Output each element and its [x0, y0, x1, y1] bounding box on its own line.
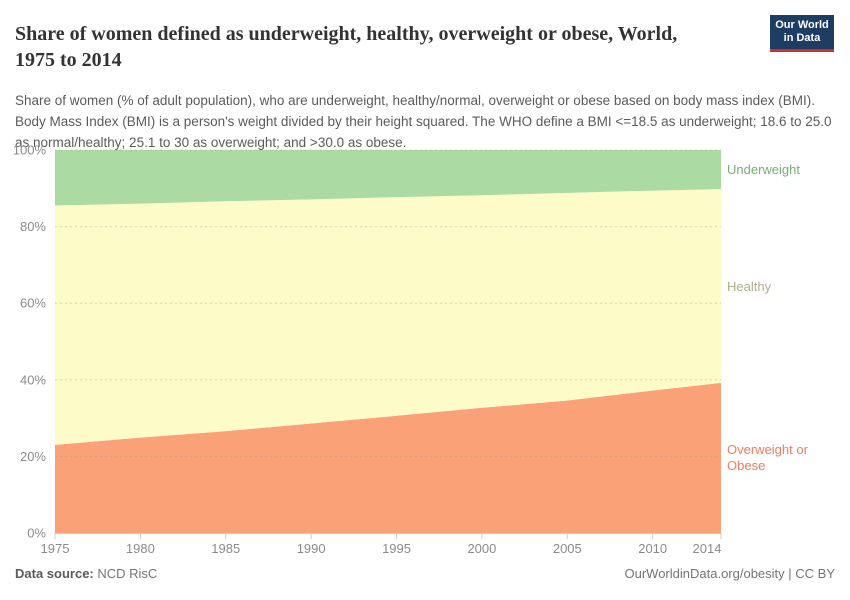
- x-tick-label-1990: 1990: [297, 541, 326, 556]
- owid-logo-line2: in Data: [783, 32, 821, 44]
- stacked-area-chart: 1975 1980 1985 1990 1995 2000 2005 2010 2014 0% 20…: [13, 143, 722, 556]
- x-tick-label-1995: 1995: [382, 541, 411, 556]
- attribution-link[interactable]: OurWorldinData.org/obesity | CC BY: [624, 566, 836, 581]
- y-tick-label-20: 20%: [20, 449, 46, 464]
- chart-footer: Data source: NCD RisC OurWorldinData.org…: [15, 566, 835, 581]
- x-tick-label-2010: 2010: [638, 541, 667, 556]
- area-overweight-or-obese: [55, 382, 721, 533]
- y-tick-label-40: 40%: [20, 372, 46, 387]
- y-tick-label-100: 100%: [13, 143, 47, 158]
- y-tick-label-80: 80%: [20, 219, 46, 234]
- area-label-underweight: Underweight: [727, 162, 800, 177]
- x-tick-label-1980: 1980: [126, 541, 155, 556]
- area-underweight: [55, 150, 721, 206]
- data-source-value: NCD RisC: [93, 566, 158, 581]
- x-tick-label-2005: 2005: [553, 541, 582, 556]
- area-label-overweight-or-obese: Overweight or Obese: [727, 442, 808, 473]
- data-source: Data source: NCD RisC: [15, 566, 157, 581]
- y-tick-label-0: 0%: [27, 526, 46, 541]
- data-source-label: Data source:: [15, 566, 94, 581]
- area-label-healthy: Healthy: [727, 279, 772, 294]
- x-tick-label-2000: 2000: [467, 541, 496, 556]
- owid-logo[interactable]: Our World in Data: [770, 15, 834, 52]
- chart-subtitle: Share of women (% of adult population), …: [15, 92, 832, 150]
- x-tick-label-1975: 1975: [41, 541, 70, 556]
- x-tick-label-2014: 2014: [693, 541, 722, 556]
- area-healthy: [55, 189, 721, 445]
- owid-logo-line1: Our World: [775, 19, 829, 31]
- x-tick-label-1985: 1985: [211, 541, 240, 556]
- y-tick-label-60: 60%: [20, 296, 46, 311]
- page-title: Share of women defined as underweight, h…: [15, 23, 678, 72]
